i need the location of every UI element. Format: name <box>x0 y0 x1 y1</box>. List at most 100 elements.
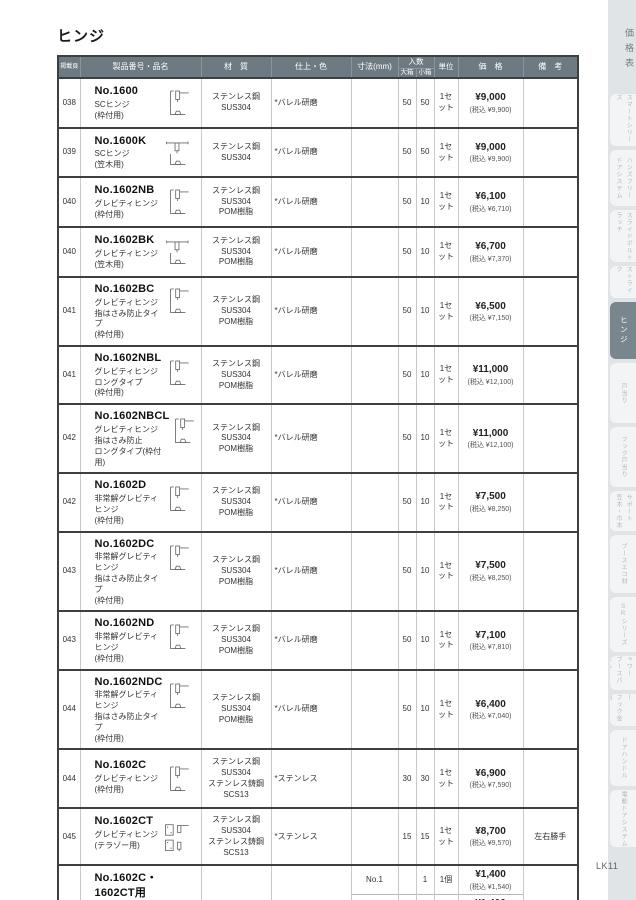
cell-unit: 1個 <box>433 894 458 900</box>
cell-product: No.1600K SCヒンジ (笠木用) <box>79 127 201 177</box>
cell-finish: *バレル研磨 <box>270 127 351 177</box>
cell-qty-large: 50 <box>397 530 416 612</box>
cell-qty-large: 30 <box>397 748 416 809</box>
cell-dim <box>350 530 398 612</box>
tab-sanitary-hook-hardware[interactable]: サニタリー フック金物 <box>610 694 636 726</box>
cell-page: 043 <box>57 610 80 670</box>
cell-unit: 1セット <box>433 748 458 809</box>
product-no: No.1602D <box>94 479 147 492</box>
tab-toilet-shower-booth-panel[interactable]: トイレシャワー ブースパネル <box>610 656 636 690</box>
price-tax: (税込 ¥7,590) <box>469 782 512 790</box>
product-no: No.1600K <box>94 134 147 147</box>
tab-hook-door-stop[interactable]: フック戸当り <box>610 427 636 487</box>
cell-qty-large <box>397 894 416 900</box>
product-no: No.1602NBCL <box>94 410 170 423</box>
header-row-1: 掲載頁 製品番号・品名 材 質 仕上・色 寸法(mm) 入数 単位 価 格 備 … <box>57 55 579 79</box>
price-tax: (税込 ¥8,250) <box>469 505 512 513</box>
cell-unit: 1個 <box>433 864 458 895</box>
price-value: ¥1,400 <box>462 897 520 900</box>
tab-slide-bolt-latch[interactable]: スライドボルト ラッチ <box>610 210 636 262</box>
cell-qty-large: 50 <box>397 275 416 347</box>
cell-price: ¥11,000 (税込 ¥12,100) <box>457 345 523 405</box>
cell-material: ステンレス鋼 SUS304 POM樹脂 <box>200 275 271 347</box>
cell-qty-large: 50 <box>397 127 416 177</box>
cell-finish: *バレル研磨 <box>270 610 351 670</box>
tab-sr-series[interactable]: SRシリーズ <box>610 597 636 652</box>
tab-hinge[interactable]: ヒンジ <box>610 302 636 359</box>
table-row: 042 No.1602D 非常解グレビティヒンジ (枠付用) ステンレス鋼 SU… <box>57 472 578 532</box>
tab-door-handle[interactable]: ドアハンドル <box>610 730 636 786</box>
cell-product: No.1602NB グレビティヒンジ (枠付用) <box>79 176 201 227</box>
hinge-frame-icon <box>164 480 190 520</box>
tab-electric-door-system[interactable]: 電動ドアシステム <box>610 790 636 847</box>
product-no: No.1602DC <box>94 537 155 550</box>
cell-note <box>522 864 578 900</box>
cell-price: ¥6,700 (税込 ¥7,370) <box>457 226 523 277</box>
hinge-frame-icon <box>164 353 190 395</box>
cell-dim <box>350 610 398 670</box>
cell-qty-large: 50 <box>397 226 416 277</box>
cell-price: ¥9,000 (税込 ¥9,900) <box>457 127 523 177</box>
hinge-frame-icon <box>164 185 190 221</box>
product-no: No.1602NDC <box>94 675 163 688</box>
cell-finish: *バレル研磨 <box>270 77 351 128</box>
tab-handsfree-door-system[interactable]: ハンズフリー ドアシステム <box>610 150 636 206</box>
cell-qty-small: 1 <box>415 864 434 895</box>
cell-page: 040 <box>57 176 80 227</box>
price-tax: (税込 ¥9,900) <box>469 106 512 114</box>
cell-qty-small: 30 <box>415 748 434 809</box>
table-row: 045 No.1602C・1602CT用 専用サポート 黄銅 ステンレス鋼 SU… <box>57 864 578 900</box>
cell-finish: *バレル研磨 <box>270 530 351 612</box>
cell-finish: *バレル研磨 <box>270 275 351 347</box>
table-row: 040 No.1602BK グレビティヒンジ (笠木用) ステンレス鋼 SUS3… <box>57 226 578 277</box>
price-value: ¥1,400 <box>475 869 506 881</box>
header-qty: 入数 <box>397 55 435 69</box>
product-desc: 非常解グレビティヒンジ (枠付用) <box>94 494 159 525</box>
tab-door-stop[interactable]: 戸当り <box>610 363 636 423</box>
cell-product: No.1602CT グレビティヒンジ (テラゾー用) <box>79 807 201 866</box>
cell-note <box>522 748 578 809</box>
product-desc: グレビティヒンジ (枠付用) <box>94 198 159 219</box>
header-note: 備 考 <box>522 55 579 79</box>
table-row: 041 No.1602NBL グレビティヒンジ ロングタイプ (枠付用) ステン… <box>57 345 578 405</box>
cell-finish: *バレル研磨 <box>270 176 351 227</box>
cell-dim <box>350 226 398 277</box>
side-index-tabs: スマートシリーズ ハンズフリー ドアシステム スライドボルト ラッチ ストライク… <box>608 94 636 847</box>
tab-support-kasagi-habaki[interactable]: サポート 笠木・巾木 <box>610 491 636 531</box>
product-no: No.1602BC <box>94 283 155 295</box>
cell-price: ¥6,900 (税込 ¥7,590) <box>457 748 523 809</box>
cell-product: No.1602NBL グレビティヒンジ ロングタイプ (枠付用) <box>79 345 201 405</box>
cell-material: ステンレス鋼 SUS304 POM樹脂 <box>200 668 271 750</box>
cell-dim <box>350 176 398 227</box>
cell-qty-large: 15 <box>397 807 416 866</box>
cell-qty-large <box>397 864 416 895</box>
cell-unit: 1セット <box>433 610 458 670</box>
cell-product: No.1602C グレビティヒンジ (枠付用) <box>79 748 201 809</box>
cell-dim <box>350 403 398 474</box>
cell-dim <box>350 472 398 532</box>
cell-finish: *バレル研磨 <box>270 345 351 405</box>
cell-qty-small: 15 <box>415 807 434 866</box>
cell-qty-large: 50 <box>397 668 416 750</box>
hinge-plate-icon <box>162 816 190 860</box>
price-value: ¥6,100 <box>475 191 506 203</box>
table-row: 044 No.1602C グレビティヒンジ (枠付用) ステンレス鋼 SUS30… <box>57 748 578 809</box>
cell-qty-large: 50 <box>397 77 416 128</box>
cell-qty-large: 50 <box>397 472 416 532</box>
table-row: 045 No.1602CT グレビティヒンジ (テラゾー用) ステンレス鋼 SU… <box>57 807 578 866</box>
cell-finish: *バレル研磨 <box>270 226 351 277</box>
cell-note <box>522 403 578 474</box>
cell-qty-large: 50 <box>397 403 416 474</box>
hinge-frame-icon <box>164 284 190 320</box>
tab-strike[interactable]: ストライク <box>610 266 636 298</box>
cell-material: ステンレス鋼 SUS304 POM樹脂 <box>200 472 271 532</box>
tab-booth-eco-material[interactable]: ブースエコ材 <box>610 535 636 593</box>
tab-smart-series[interactable]: スマートシリーズ <box>610 94 636 146</box>
cell-page: 038 <box>57 77 80 128</box>
cell-note <box>522 226 578 277</box>
price-tax: (税込 ¥9,570) <box>469 840 512 848</box>
cell-note <box>522 176 578 227</box>
cell-material: ステンレス鋼 SUS304 ステンレス鋳鋼 SCS13 <box>200 748 271 809</box>
cell-product: No.1602C・1602CT用 専用サポート <box>79 864 201 900</box>
